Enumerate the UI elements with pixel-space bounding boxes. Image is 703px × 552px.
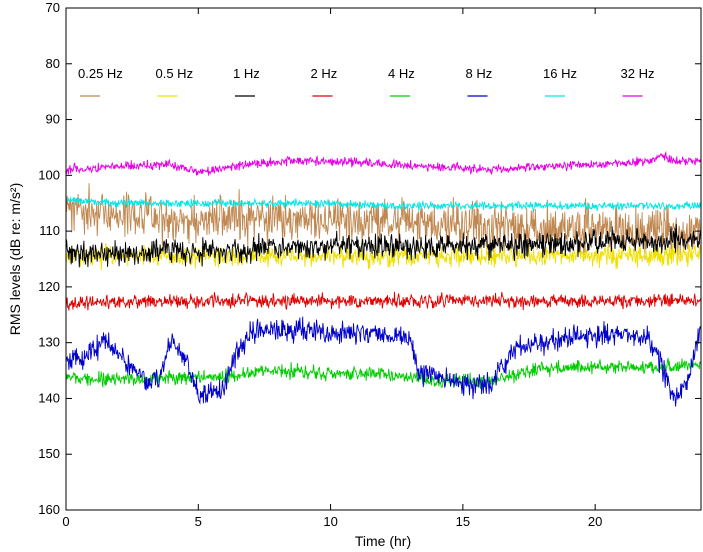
legend-label-8-hz: 8 Hz — [466, 66, 493, 81]
x-tick-label: 10 — [323, 514, 337, 529]
plot-frame — [65, 7, 702, 511]
legend-label-1-hz: 1 Hz — [233, 66, 260, 81]
y-tick-label: 70 — [46, 0, 60, 15]
series-line-4-hz — [65, 357, 702, 390]
y-tick-label: 90 — [46, 112, 60, 127]
series-line-1-hz — [65, 223, 702, 268]
series-line-0-25-hz — [65, 183, 702, 261]
y-tick-label: 110 — [39, 223, 60, 238]
legend-label-16-hz: 16 Hz — [543, 66, 577, 81]
legend-label-2-hz: 2 Hz — [311, 66, 338, 81]
legend-label-0-25-hz: 0.25 Hz — [78, 66, 123, 81]
y-tick-label: 130 — [38, 335, 60, 350]
y-tick-label: 120 — [38, 279, 60, 294]
x-tick-label: 20 — [588, 514, 602, 529]
y-tick-label: 150 — [38, 446, 60, 461]
series-line-16-hz — [65, 196, 702, 213]
y-axis-title: RMS levels (dB re: m/s²) — [7, 183, 23, 335]
series-line-8-hz — [65, 316, 702, 407]
plot-lines — [65, 150, 702, 407]
y-tick-label: 100 — [38, 167, 60, 182]
series-line-32-hz — [65, 150, 702, 176]
series-line-2-hz — [65, 291, 701, 311]
y-tick-label: 160 — [38, 502, 60, 517]
y-tick-label: 140 — [38, 390, 60, 405]
x-tick-label: 5 — [195, 514, 202, 529]
x-tick-label: 0 — [62, 514, 69, 529]
y-tick-label: 80 — [46, 56, 60, 71]
legend-label-0-5-hz: 0.5 Hz — [156, 66, 194, 81]
x-axis-title: Time (hr) — [355, 533, 411, 549]
series-line-0-5-hz — [65, 241, 702, 271]
legend-label-4-hz: 4 Hz — [388, 66, 415, 81]
legend-label-32-hz: 32 Hz — [621, 66, 655, 81]
x-tick-label: 15 — [456, 514, 470, 529]
legend: 0.25 Hz 0.5 Hz 1 Hz 2 Hz 4 Hz 8 Hz 16 Hz 32 Hz — [78, 66, 655, 97]
